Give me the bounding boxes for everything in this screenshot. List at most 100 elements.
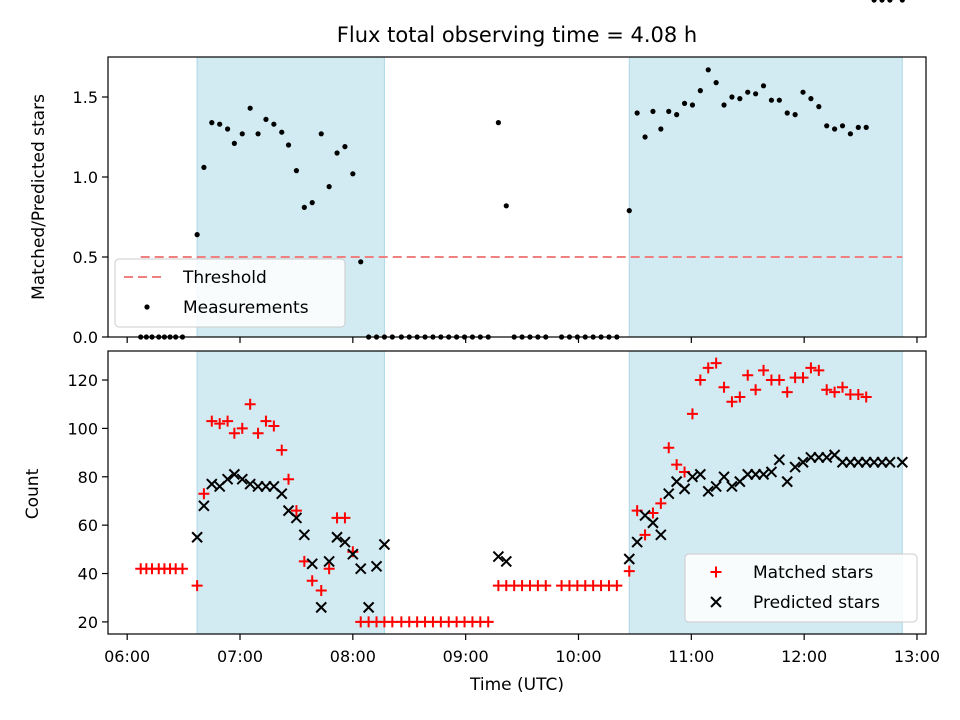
x-tick-label: 08:00 bbox=[330, 647, 376, 666]
measurement-point bbox=[800, 89, 806, 95]
matched-star-point bbox=[639, 529, 651, 541]
legend-box bbox=[114, 258, 346, 328]
measurement-point bbox=[863, 124, 869, 130]
x-tick-label: 07:00 bbox=[217, 647, 263, 666]
chart-title: Flux total observing time = 4.08 h bbox=[337, 23, 697, 47]
predicted-star-point bbox=[655, 529, 667, 541]
matched-star-point bbox=[191, 580, 203, 592]
matched-star-point bbox=[852, 389, 864, 401]
matched-star-point bbox=[283, 473, 295, 485]
legend-measurements-swatch bbox=[144, 304, 150, 310]
legend-box bbox=[684, 553, 918, 623]
measurement-point bbox=[224, 126, 231, 132]
measurement-point bbox=[681, 100, 688, 106]
axes-frame bbox=[107, 56, 927, 338]
measurement-point bbox=[839, 123, 846, 129]
measurement-point bbox=[745, 89, 751, 95]
measurement-point bbox=[899, 0, 905, 3]
measurement-point bbox=[855, 124, 861, 130]
predicted-star-point bbox=[290, 512, 303, 524]
bottom-panel: 20 40 60 80 100 120 06:00 07:00 08:00 09:00 10:00 1… bbox=[67, 351, 940, 666]
x-tick-label: 13:00 bbox=[894, 647, 940, 666]
matched-star-point bbox=[702, 362, 714, 374]
matched-star-point bbox=[829, 386, 841, 398]
matched-star-point bbox=[837, 381, 849, 393]
matched-star-point bbox=[797, 372, 809, 384]
matched-star-point bbox=[647, 507, 659, 519]
predicted-star-point bbox=[276, 488, 288, 500]
measurement-point bbox=[634, 110, 640, 116]
predicted-star-point bbox=[757, 468, 770, 481]
measurement-point bbox=[209, 120, 215, 126]
x-axis-label: Time (UTC) bbox=[469, 675, 564, 695]
predicted-star-point bbox=[221, 473, 234, 485]
measurement-point bbox=[309, 200, 315, 206]
matched-star-point bbox=[315, 584, 327, 596]
measurement-point bbox=[768, 97, 775, 103]
bottom-panel-ylabel: Count bbox=[23, 468, 43, 519]
x-tick-label: 12:00 bbox=[781, 647, 827, 666]
measurement-point bbox=[626, 208, 632, 214]
matched-star-point bbox=[611, 580, 623, 592]
matched-star-point bbox=[742, 369, 754, 381]
predicted-star-point bbox=[236, 473, 248, 485]
measurement-point bbox=[503, 203, 509, 209]
y-tick-label: 80 bbox=[78, 468, 98, 487]
axes-frame bbox=[107, 350, 927, 635]
matched-star-point bbox=[260, 415, 272, 427]
measurement-point bbox=[342, 144, 348, 150]
predicted-star-point bbox=[298, 529, 311, 541]
y-tick-label: 100 bbox=[67, 419, 98, 438]
measurement-point bbox=[495, 120, 501, 126]
y-tick-label: 1.5 bbox=[73, 88, 98, 107]
predicted-star-point bbox=[765, 466, 778, 478]
matched-star-point bbox=[671, 459, 683, 471]
matched-star-point bbox=[206, 415, 218, 427]
predicted-star-point bbox=[228, 468, 241, 481]
measurement-point bbox=[201, 164, 207, 170]
legend-measurements-label: Measurements bbox=[183, 298, 309, 318]
matched-star-point bbox=[663, 442, 675, 454]
measurement-point bbox=[271, 121, 277, 127]
measurement-point bbox=[713, 80, 719, 86]
matched-star-point bbox=[323, 563, 335, 575]
matched-star-point bbox=[860, 391, 872, 403]
measurement-point bbox=[666, 108, 672, 114]
predicted-star-point bbox=[710, 480, 722, 493]
matched-star-point bbox=[805, 362, 817, 374]
predicted-star-point bbox=[323, 555, 335, 568]
measurement-point bbox=[301, 204, 307, 210]
matched-star-point bbox=[306, 575, 318, 587]
matched-star-point bbox=[222, 415, 234, 427]
measurement-point bbox=[293, 168, 300, 174]
measurement-point bbox=[350, 171, 356, 177]
top-legend: Threshold Measurements bbox=[114, 258, 346, 328]
matched-star-point bbox=[655, 497, 667, 509]
matched-star-point bbox=[718, 381, 730, 393]
matched-star-point bbox=[339, 512, 351, 524]
matched-star-point bbox=[781, 386, 793, 398]
predicted-star-point bbox=[726, 480, 738, 493]
measurement-point bbox=[887, 0, 893, 3]
measurement-point bbox=[871, 0, 877, 3]
predicted-star-point bbox=[331, 531, 343, 543]
predicted-star-point bbox=[821, 451, 833, 464]
y-tick-label: 60 bbox=[78, 516, 98, 535]
measurement-point bbox=[847, 131, 854, 137]
legend-predicted-swatch bbox=[710, 596, 722, 608]
measurement-point bbox=[255, 131, 261, 137]
measurement-point bbox=[776, 97, 782, 103]
matched-star-point bbox=[214, 418, 226, 430]
predicted-star-point bbox=[306, 558, 318, 570]
measurement-point bbox=[318, 131, 324, 137]
measurement-point bbox=[879, 0, 885, 3]
matched-star-point bbox=[758, 364, 770, 376]
matched-star-point bbox=[290, 505, 302, 517]
y-tick-label: 120 bbox=[67, 371, 98, 390]
predicted-star-point bbox=[191, 531, 203, 543]
measurement-point bbox=[239, 131, 245, 137]
predicted-star-point bbox=[694, 468, 707, 481]
measurement-point bbox=[816, 104, 822, 110]
predicted-star-point bbox=[789, 461, 801, 473]
